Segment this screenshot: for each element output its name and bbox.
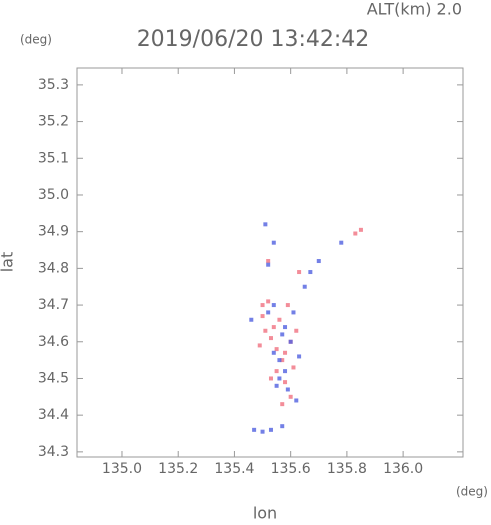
point — [271, 350, 276, 355]
point — [294, 398, 299, 403]
point — [288, 394, 293, 399]
y-tick-label: 35.1 — [38, 150, 69, 166]
plot-frame — [76, 67, 464, 458]
point — [280, 402, 285, 407]
point — [277, 317, 282, 322]
point — [285, 303, 290, 308]
x-tick-label: 135.0 — [102, 461, 142, 477]
point — [288, 339, 293, 344]
y-tick-label: 35.3 — [38, 77, 69, 93]
point — [260, 314, 265, 319]
point — [277, 358, 282, 363]
point — [268, 427, 273, 432]
point — [271, 303, 276, 308]
point — [271, 325, 276, 330]
y-tick-label: 34.6 — [38, 334, 69, 350]
point — [285, 387, 290, 392]
point — [263, 222, 268, 227]
y-unit: (deg) — [20, 33, 52, 47]
point — [291, 365, 296, 370]
chart-subtitle: ALT(km) 2.0 — [367, 0, 462, 19]
point — [297, 354, 302, 359]
y-tick-label: 34.5 — [38, 370, 69, 386]
y-tick-label: 34.8 — [38, 260, 69, 276]
y-tick-label: 34.3 — [38, 444, 69, 460]
chart-title: 2019/06/20 13:42:42 — [137, 27, 370, 52]
point — [252, 427, 257, 432]
y-tick-label: 35.0 — [38, 187, 69, 203]
point — [283, 380, 288, 385]
point — [297, 270, 302, 275]
point — [283, 350, 288, 355]
point — [308, 270, 313, 275]
point — [268, 376, 273, 381]
point — [277, 376, 282, 381]
point — [260, 303, 265, 308]
point — [257, 343, 262, 348]
point — [291, 310, 296, 315]
x-tick-label: 135.6 — [271, 461, 311, 477]
x-axis-label: lon — [253, 504, 277, 522]
point — [353, 231, 358, 236]
x-tick-label: 135.8 — [327, 461, 367, 477]
y-tick-label: 34.4 — [38, 407, 69, 423]
point — [339, 240, 344, 245]
point — [271, 240, 276, 245]
y-tick-label: 34.9 — [38, 224, 69, 240]
point — [283, 369, 288, 374]
x-unit: (deg) — [456, 485, 488, 499]
point — [268, 336, 273, 341]
point — [294, 328, 299, 333]
point — [302, 284, 307, 289]
point — [283, 325, 288, 330]
point — [266, 310, 271, 315]
x-tick-label: 135.4 — [214, 461, 254, 477]
point — [274, 369, 279, 374]
point — [266, 299, 271, 304]
x-tick-label: 136.0 — [383, 461, 423, 477]
point — [280, 358, 285, 363]
point — [358, 227, 363, 232]
point — [266, 262, 271, 267]
point — [260, 429, 265, 434]
x-tick-label: 135.2 — [158, 461, 198, 477]
y-tick-label: 34.7 — [38, 297, 69, 313]
y-axis-label: lat — [0, 252, 17, 273]
point — [316, 259, 321, 264]
point — [266, 259, 271, 264]
point — [249, 317, 254, 322]
point — [274, 347, 279, 352]
point — [274, 383, 279, 388]
point — [280, 424, 285, 429]
point — [263, 328, 268, 333]
point — [280, 332, 285, 337]
y-tick-label: 35.2 — [38, 114, 69, 130]
